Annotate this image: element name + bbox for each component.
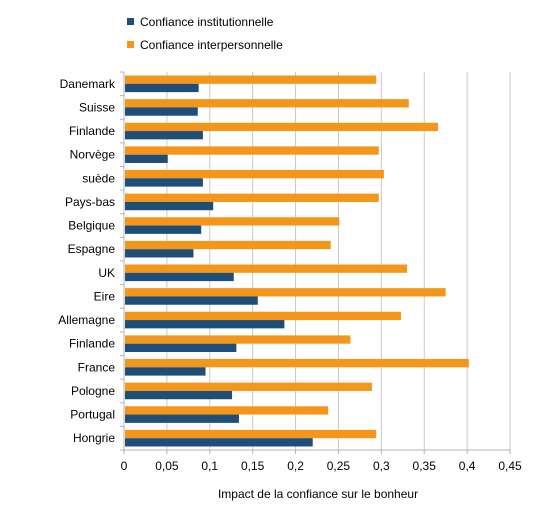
legend-item-institutional: Confiance institutionnelle <box>127 10 283 33</box>
x-tick-label: 0,45 <box>498 459 522 473</box>
x-tick-label: 0,3 <box>373 459 390 473</box>
bar-institutional <box>125 390 233 400</box>
y-category-label: Finlande <box>69 124 115 138</box>
y-category-label: Pays-bas <box>65 195 115 209</box>
bar-institutional <box>125 131 203 140</box>
bar-interpersonal <box>125 75 377 84</box>
y-category-label: Belgique <box>68 219 115 233</box>
bar-interpersonal <box>125 429 377 439</box>
x-tick-label: 0,35 <box>413 459 437 473</box>
bar-interpersonal <box>125 170 384 179</box>
bar-institutional <box>125 107 198 116</box>
y-category-label: Suisse <box>79 100 115 114</box>
legend-swatch-interpersonal <box>127 41 134 48</box>
bar-institutional <box>125 272 234 282</box>
legend-swatch-institutional <box>127 18 134 25</box>
bar-institutional <box>125 343 237 352</box>
bar-institutional <box>125 225 202 234</box>
y-category-label: Pologne <box>71 384 115 398</box>
x-tick-label: 0 <box>121 459 128 473</box>
legend-label-institutional: Confiance institutionnelle <box>140 14 274 29</box>
bar-interpersonal <box>125 146 379 155</box>
bar-institutional <box>125 178 203 187</box>
bar-institutional <box>125 414 239 423</box>
y-category-label: UK <box>98 266 115 280</box>
bar-interpersonal <box>125 382 372 391</box>
y-category-label: Allemagne <box>58 313 115 327</box>
bar-interpersonal <box>125 240 331 250</box>
bar-institutional <box>125 249 194 258</box>
y-category-label: Norvège <box>70 148 116 162</box>
bar-interpersonal <box>125 406 329 415</box>
bar-institutional <box>125 296 258 305</box>
bar-interpersonal <box>125 217 340 226</box>
y-category-label: suède <box>82 171 115 185</box>
bar-interpersonal <box>125 335 351 344</box>
bar-interpersonal <box>125 264 408 273</box>
y-category-label: Hongrie <box>73 431 115 445</box>
y-category-label: Eire <box>94 289 116 303</box>
x-tick-label: 0,15 <box>241 459 265 473</box>
legend: Confiance institutionnelle Confiance int… <box>127 10 283 56</box>
bar-interpersonal <box>125 311 402 321</box>
bar-institutional <box>125 201 214 211</box>
x-tick-label: 0,2 <box>287 459 304 473</box>
bar-interpersonal <box>125 193 379 202</box>
bar-interpersonal <box>125 359 469 368</box>
bar-interpersonal <box>125 288 446 297</box>
y-category-label: France <box>78 360 116 374</box>
bar-institutional <box>125 83 199 93</box>
legend-label-interpersonal: Confiance interpersonnelle <box>140 37 283 52</box>
bar-institutional <box>125 320 285 329</box>
bar-interpersonal <box>125 122 438 132</box>
bar-institutional <box>125 438 313 447</box>
bar-interpersonal <box>125 99 409 108</box>
y-category-label: Danemark <box>60 77 116 91</box>
x-tick-label: 0,4 <box>459 459 476 473</box>
bar-institutional <box>125 154 168 163</box>
x-axis-label: Impact de la confiance sur le bonheur <box>217 487 419 501</box>
y-category-label: Finlande <box>69 337 115 351</box>
bar-institutional <box>125 367 206 376</box>
legend-item-interpersonal: Confiance interpersonnelle <box>127 33 283 56</box>
y-category-label: Portugal <box>70 408 115 422</box>
x-tick-label: 0,25 <box>327 459 351 473</box>
x-tick-label: 0,1 <box>201 459 218 473</box>
x-tick-label: 0,05 <box>155 459 179 473</box>
y-category-label: Espagne <box>68 242 116 256</box>
